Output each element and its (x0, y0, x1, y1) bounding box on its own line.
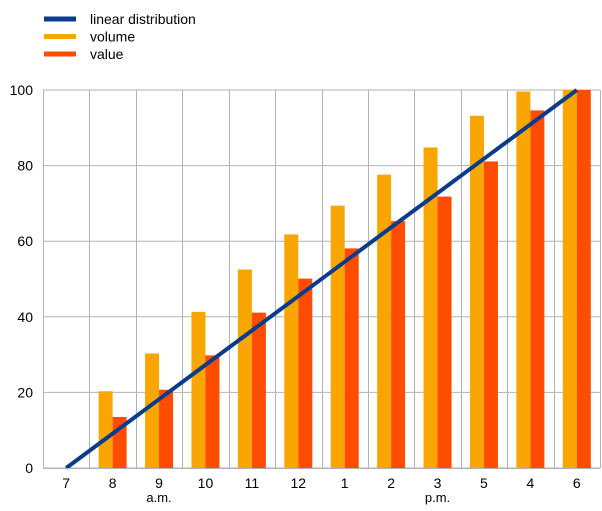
y-tick-label: 100 (10, 82, 34, 98)
bar-value (576, 90, 591, 468)
series-line-linear-distribution (65, 88, 578, 470)
x-tick-label: 6 (573, 475, 581, 491)
x-tick-label: 11 (245, 475, 260, 491)
x-tick-label: 12 (291, 475, 307, 491)
x-tick-label: 8 (109, 475, 117, 491)
bar-volume (423, 147, 438, 468)
bar-value (483, 161, 498, 468)
axes (43, 90, 600, 469)
bar-volume (145, 353, 160, 468)
x-tick-label: 5 (480, 475, 488, 491)
legend-swatch (44, 16, 76, 22)
bar-value (437, 196, 452, 468)
y-tick-label: 60 (17, 233, 33, 249)
bar-volume (191, 311, 206, 468)
bar-value (344, 248, 359, 468)
bar-volume (98, 391, 113, 468)
bar-volume (284, 234, 299, 468)
x-sublabel: p.m. (425, 490, 450, 505)
bar-value (251, 312, 266, 468)
bar-value (159, 389, 174, 468)
bar-value (391, 221, 406, 468)
legend-label: volume (90, 29, 135, 45)
legend-label: value (90, 46, 124, 62)
legend-swatch (44, 51, 76, 57)
x-tick-label: 4 (526, 475, 534, 491)
legend-label: linear distribution (90, 11, 196, 27)
bar-value (530, 110, 545, 469)
bar-volume (516, 91, 531, 469)
bar-volume (377, 174, 392, 468)
x-tick-label: 9 (155, 475, 163, 491)
x-tick-label: 3 (434, 475, 442, 491)
x-tick-label: 7 (62, 475, 70, 491)
y-tick-label: 0 (25, 460, 33, 476)
bar-volume (330, 205, 345, 468)
bars (98, 90, 591, 469)
bar-volume (469, 115, 484, 468)
bar-value (298, 278, 313, 468)
x-tick-label: 2 (387, 475, 395, 491)
bar-volume (237, 269, 252, 468)
x-tick-label: 10 (198, 475, 214, 491)
bar-volume (562, 90, 577, 468)
bar-value (205, 355, 220, 468)
y-tick-label: 40 (17, 309, 33, 325)
y-tick-label: 80 (17, 158, 33, 174)
line-layer (65, 88, 578, 470)
x-tick-label: 1 (341, 475, 349, 491)
x-sublabel: a.m. (146, 490, 171, 505)
legend-swatch (44, 34, 76, 39)
y-tick-label: 20 (17, 384, 33, 400)
